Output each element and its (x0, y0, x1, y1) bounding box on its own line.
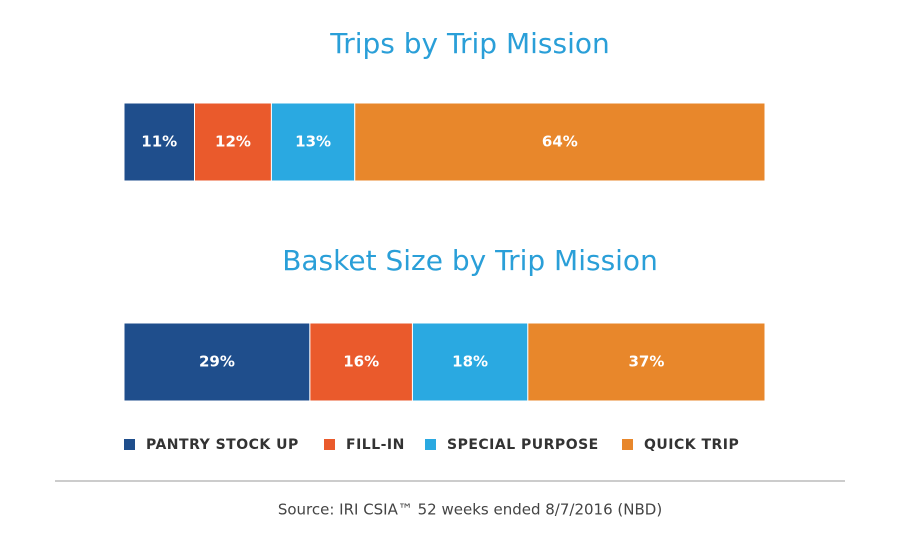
legend-swatch (622, 439, 633, 450)
value-label: 13% (295, 133, 331, 151)
bar-segment (354, 102, 766, 182)
legend-swatch (425, 439, 436, 450)
legend-swatch (324, 439, 335, 450)
legend-label: QUICK TRIP (644, 437, 739, 453)
value-label: 37% (628, 353, 664, 371)
value-label: 29% (199, 353, 235, 371)
legend-swatch (124, 439, 135, 450)
legend-label: SPECIAL PURPOSE (447, 437, 599, 453)
bar-segment (309, 322, 413, 402)
bar-segment (194, 102, 272, 182)
bar-segment (527, 322, 766, 402)
value-label: 16% (343, 353, 379, 371)
value-label: 18% (452, 353, 488, 371)
chart-title: Basket Size by Trip Mission (282, 244, 658, 277)
chart-title: Trips by Trip Mission (329, 27, 610, 60)
source: Source: IRI CSIA™ 52 weeks ended 8/7/201… (278, 501, 662, 519)
value-label: 12% (215, 133, 251, 151)
value-label: 64% (542, 133, 578, 151)
legend-label: PANTRY STOCK UP (146, 437, 299, 453)
bar-segment (270, 102, 356, 182)
legend-label: FILL-IN (346, 437, 405, 453)
value-label: 11% (141, 133, 177, 151)
